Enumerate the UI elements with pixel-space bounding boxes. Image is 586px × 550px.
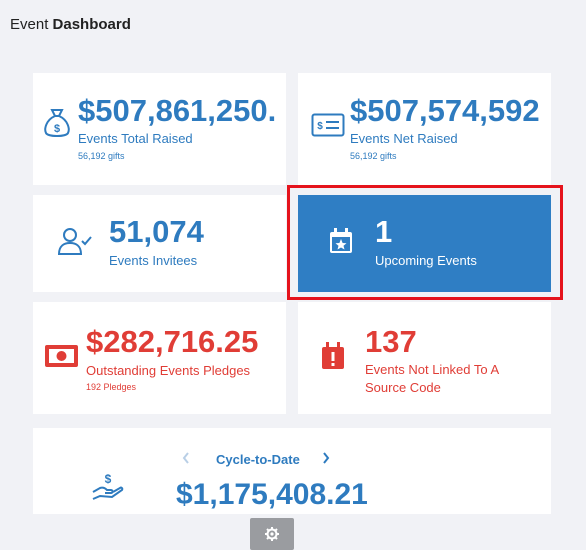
cycle-period-label: Cycle-to-Date: [216, 452, 300, 467]
svg-text:$: $: [317, 121, 323, 132]
events-total-raised-card[interactable]: $ $507,861,250. Events Total Raised 56,1…: [33, 73, 286, 185]
hand-dollar-icon: $: [92, 472, 124, 507]
calendar-alert-icon: [321, 342, 345, 375]
upcoming-value: 1: [375, 214, 393, 249]
header-bar: Event Dashboard: [0, 0, 586, 50]
events-net-raised-card[interactable]: $ $507,574,592 Events Net Raised 56,192 …: [298, 73, 551, 185]
upcoming-events-card[interactable]: 1 Upcoming Events: [298, 195, 551, 292]
not-linked-card[interactable]: 137 Events Not Linked To A Source Code: [298, 302, 551, 414]
net-raised-gifts: 56,192 gifts: [350, 151, 397, 161]
net-raised-value: $507,574,592: [350, 93, 540, 128]
page-title: Event Dashboard: [10, 16, 131, 33]
banknote-icon: [45, 345, 78, 372]
chevron-right-icon[interactable]: [321, 451, 331, 470]
check-bill-icon: $: [311, 113, 345, 142]
total-raised-label: Events Total Raised: [78, 131, 193, 146]
highlight-box: [287, 185, 563, 300]
gear-icon: [265, 527, 279, 546]
outstanding-pledges-card[interactable]: $282,716.25 Outstanding Events Pledges 1…: [33, 302, 286, 414]
svg-text:$: $: [105, 472, 112, 486]
cycle-value: $1,175,408.21: [176, 478, 368, 511]
chevron-left-icon[interactable]: [181, 451, 191, 470]
not-linked-value: 137: [365, 324, 417, 359]
pledges-value: $282,716.25: [86, 324, 259, 359]
calendar-star-icon: [329, 228, 353, 259]
not-linked-label-line1: Events Not Linked To A: [365, 362, 500, 377]
settings-button[interactable]: [250, 518, 294, 550]
money-bag-icon: $: [43, 107, 71, 144]
user-check-icon: [57, 227, 92, 260]
events-invitees-card[interactable]: 51,074 Events Invitees: [33, 195, 286, 292]
invitees-label: Events Invitees: [109, 253, 198, 268]
not-linked-label-line2: Source Code: [365, 380, 441, 395]
pledges-label: Outstanding Events Pledges: [86, 363, 251, 378]
total-raised-value: $507,861,250.: [78, 93, 277, 128]
svg-text:$: $: [54, 123, 60, 135]
net-raised-label: Events Net Raised: [350, 131, 458, 146]
total-raised-gifts: 56,192 gifts: [78, 151, 125, 161]
upcoming-label: Upcoming Events: [375, 253, 477, 268]
invitees-value: 51,074: [109, 214, 204, 249]
pledges-count: 192 Pledges: [86, 382, 137, 392]
